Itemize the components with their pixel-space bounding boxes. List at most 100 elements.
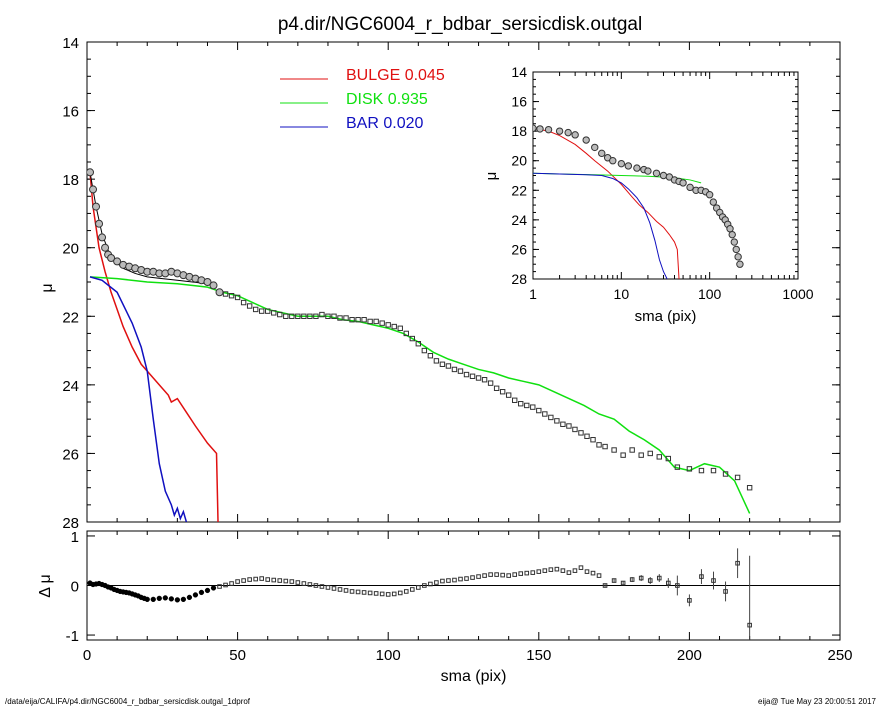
residual-point bbox=[687, 598, 692, 603]
y-tick-label: 28 bbox=[62, 515, 79, 532]
data-point bbox=[665, 455, 672, 462]
data-point bbox=[234, 294, 241, 301]
data-point bbox=[487, 380, 494, 386]
residual-point bbox=[271, 577, 277, 583]
residual-point bbox=[367, 590, 373, 596]
inset-series-line-bar bbox=[533, 172, 668, 279]
data-point bbox=[92, 202, 101, 211]
inset-y-tick-label: 20 bbox=[511, 153, 527, 169]
residual-point bbox=[428, 581, 433, 587]
data-point bbox=[101, 243, 110, 252]
x-axis-label: sma (pix) bbox=[441, 668, 507, 685]
residual-point bbox=[325, 585, 331, 590]
data-point bbox=[379, 320, 385, 326]
residual-point bbox=[210, 585, 217, 591]
residual-point bbox=[512, 572, 518, 577]
inset-data-point bbox=[617, 159, 626, 168]
residual-point bbox=[379, 591, 385, 597]
residual-point bbox=[506, 573, 511, 578]
data-point bbox=[277, 311, 283, 318]
inset-y-tick-label: 22 bbox=[511, 182, 527, 198]
data-point bbox=[674, 464, 681, 470]
residual-point bbox=[638, 575, 644, 581]
residual-point bbox=[620, 580, 626, 586]
data-point bbox=[222, 291, 229, 297]
inset-y-tick-label: 18 bbox=[511, 123, 527, 139]
residual-point bbox=[349, 589, 355, 594]
residual-point bbox=[647, 578, 653, 583]
data-point bbox=[319, 311, 325, 318]
data-point bbox=[301, 313, 307, 319]
chart-title: p4.dir/NGC6004_r_bdbar_sersicdisk.outgal bbox=[278, 14, 642, 35]
inset-data-point bbox=[571, 131, 579, 139]
data-point bbox=[313, 313, 319, 319]
data-point bbox=[566, 423, 572, 429]
residual-point bbox=[337, 587, 343, 592]
y-tick-label: 18 bbox=[62, 172, 79, 189]
residual-point bbox=[301, 581, 307, 586]
main-plot: 14 16 18 20 22 24 26 28 μ bbox=[39, 35, 841, 532]
data-point bbox=[451, 366, 458, 373]
data-point bbox=[698, 467, 705, 474]
data-point bbox=[560, 421, 566, 427]
residual-point bbox=[385, 592, 391, 597]
residual-point bbox=[666, 580, 671, 586]
data-point bbox=[542, 411, 548, 417]
series-line-bar bbox=[89, 276, 188, 522]
data-point bbox=[554, 418, 560, 424]
residual-point bbox=[699, 574, 704, 579]
inset-x-tick-label: 10 bbox=[614, 286, 630, 302]
data-point bbox=[524, 402, 530, 409]
data-point bbox=[265, 308, 271, 314]
inset-y-tick-label: 28 bbox=[511, 271, 527, 287]
residual-point bbox=[331, 586, 337, 591]
residual-point bbox=[277, 578, 283, 583]
data-point bbox=[271, 310, 277, 316]
data-point bbox=[95, 219, 104, 228]
footer-path: /data/eija/CALIFA/p4.dir/NGC6004_r_bdbar… bbox=[5, 697, 251, 706]
data-point bbox=[258, 308, 265, 314]
residual-x-tick-label: 200 bbox=[677, 647, 702, 664]
residual-point bbox=[223, 582, 228, 588]
inset-data-point bbox=[633, 164, 641, 172]
inset-data-point bbox=[679, 179, 687, 187]
data-point bbox=[572, 426, 578, 433]
residual-point bbox=[241, 578, 246, 583]
residual-point bbox=[204, 587, 211, 594]
data-point bbox=[228, 293, 235, 299]
data-point bbox=[295, 313, 301, 319]
y-tick-label: 22 bbox=[62, 309, 79, 326]
inset-data-point bbox=[705, 191, 714, 199]
residual-x-tick-label: 100 bbox=[376, 647, 401, 664]
residual-point bbox=[476, 574, 481, 579]
data-point bbox=[203, 278, 212, 286]
y-tick-label: 24 bbox=[62, 378, 79, 395]
data-point bbox=[638, 452, 644, 458]
data-point bbox=[469, 373, 476, 379]
data-point bbox=[283, 313, 289, 319]
inset-data-point bbox=[609, 157, 617, 165]
residual-point bbox=[343, 588, 349, 593]
legend-entry: BULGE 0.045 bbox=[346, 67, 445, 84]
data-point bbox=[481, 377, 488, 383]
residual-point bbox=[590, 570, 596, 576]
residual-y-axis-label: Δ μ bbox=[37, 574, 54, 597]
residual-point bbox=[162, 595, 168, 601]
inset-data-point bbox=[624, 162, 633, 170]
inset-data-point bbox=[736, 260, 744, 268]
residual-point bbox=[313, 583, 319, 588]
data-point bbox=[433, 358, 440, 364]
inset-data-point bbox=[728, 230, 736, 239]
residual-point bbox=[596, 573, 602, 578]
residual-point bbox=[464, 576, 469, 581]
inset-data-point bbox=[659, 171, 668, 180]
inset-data-point bbox=[732, 245, 740, 254]
data-point bbox=[113, 257, 122, 266]
data-point bbox=[548, 414, 554, 421]
residual-point bbox=[458, 576, 463, 582]
residual-point bbox=[259, 576, 264, 581]
residual-x-tick-label: 50 bbox=[229, 647, 246, 664]
data-point bbox=[427, 353, 434, 359]
inset-data-point bbox=[686, 183, 694, 192]
inset-x-tick-label: 100 bbox=[698, 286, 722, 302]
